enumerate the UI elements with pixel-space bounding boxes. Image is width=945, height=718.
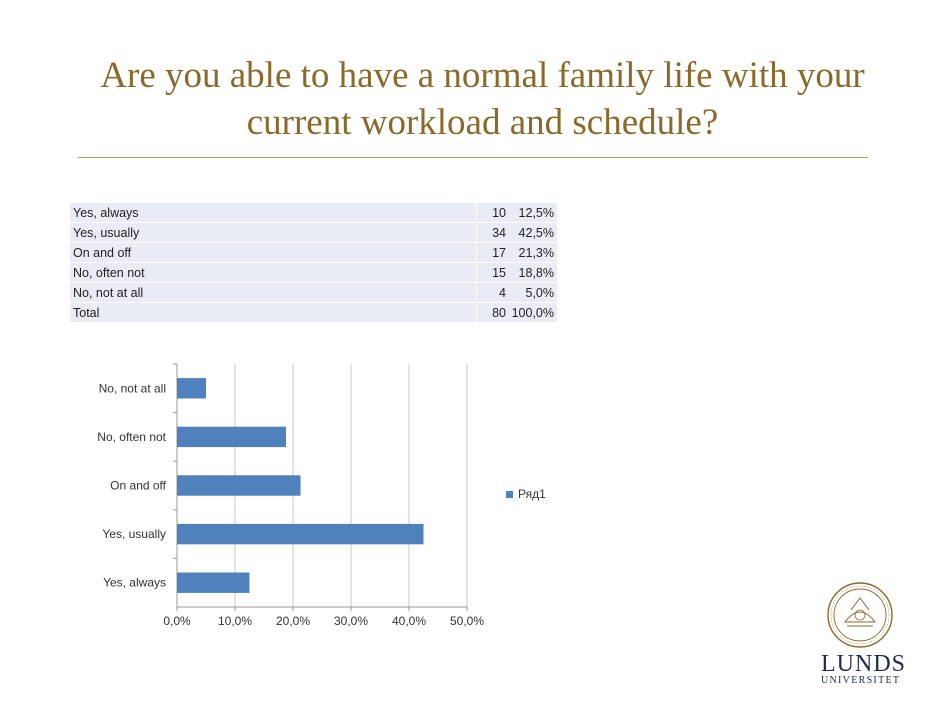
table-row: Yes, usually 34 42,5%	[70, 222, 557, 243]
chart-legend: Ряд1	[506, 487, 546, 501]
row-label: Yes, usually	[70, 222, 477, 243]
x-tick-label: 10,0%	[218, 614, 252, 628]
row-label: No, often not	[70, 262, 477, 283]
row-percent: 100,0%	[509, 302, 557, 323]
y-category-label: No, not at all	[99, 381, 166, 395]
row-count: 17	[476, 242, 509, 263]
x-tick-label: 0,0%	[163, 614, 191, 628]
y-category-label: Yes, usually	[102, 527, 166, 541]
table-row: No, not at all 4 5,0%	[70, 282, 557, 303]
bar	[177, 475, 301, 496]
row-count: 10	[476, 203, 509, 223]
bar	[177, 523, 424, 545]
legend-swatch	[506, 490, 513, 498]
row-percent: 42,5%	[509, 222, 557, 243]
row-percent: 21,3%	[509, 242, 557, 263]
logo-wordmark: LUNDS	[821, 651, 907, 677]
row-percent: 5,0%	[509, 282, 557, 303]
table-row: On and off 17 21,3%	[70, 242, 557, 263]
logo-subtitle: UNIVERSITET	[821, 675, 901, 686]
row-count: 80	[476, 302, 509, 323]
bar	[177, 572, 250, 593]
row-count: 34	[476, 222, 509, 243]
x-tick-label: 50,0%	[450, 614, 484, 628]
y-category-label: No, often not	[97, 430, 166, 444]
summary-table: Yes, always 10 12,5% Yes, usually 34 42,5% On …	[70, 203, 557, 323]
x-tick-label: 30,0%	[334, 614, 368, 628]
row-percent: 18,8%	[509, 262, 557, 283]
table-row: Total 80 100,0%	[70, 302, 557, 323]
y-category-label: On and off	[110, 479, 166, 493]
row-percent: 12,5%	[509, 203, 557, 223]
slide-title: Are you able to have a normal family lif…	[100, 55, 865, 143]
title-divider	[78, 157, 868, 158]
row-label: No, not at all	[70, 282, 477, 303]
x-tick-label: 20,0%	[276, 614, 310, 628]
table-row: Yes, always 10 12,5%	[70, 203, 557, 223]
row-label: On and off	[70, 242, 477, 263]
row-label: Total	[70, 302, 477, 323]
row-count: 4	[476, 282, 509, 303]
x-tick-label: 40,0%	[392, 614, 426, 628]
row-count: 15	[476, 262, 509, 283]
y-category-label: Yes, always	[103, 576, 166, 590]
table-row: No, often not 15 18,8%	[70, 262, 557, 283]
legend-label: Ряд1	[518, 487, 546, 501]
bar	[177, 378, 206, 399]
bar	[177, 426, 287, 448]
lund-university-seal-logo	[827, 582, 893, 648]
row-label: Yes, always	[70, 203, 477, 223]
